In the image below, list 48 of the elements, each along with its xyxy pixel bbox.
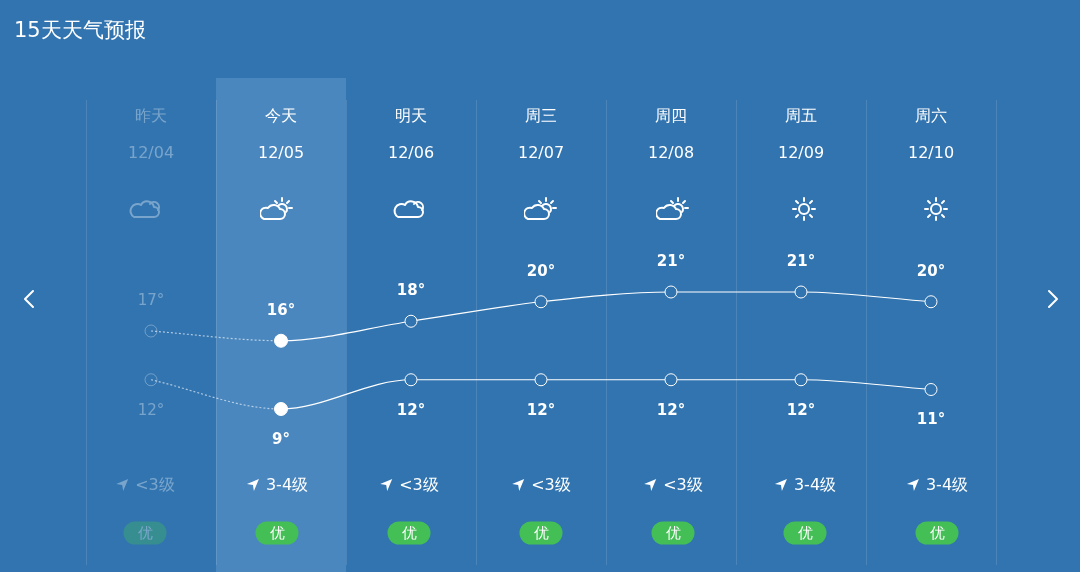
data-label: 12° (786, 400, 816, 419)
point (924, 383, 938, 396)
annotation: 优 (123, 521, 167, 545)
x-tick-label: 昨天 12/04 (127, 105, 175, 162)
chart-title: 15天天气预报 (14, 17, 146, 44)
annotation: 3-4级 (793, 474, 837, 496)
point (534, 373, 548, 387)
x-tick-label: 周五 12/09 (777, 105, 825, 162)
point (404, 314, 418, 328)
data-label: 20° (916, 261, 946, 280)
data-label: 9° (272, 429, 290, 448)
annotation: 优 (387, 521, 431, 545)
point (404, 373, 418, 387)
x-tick-label: 今天 12/05 (257, 105, 305, 162)
point (794, 285, 808, 299)
data-label: 21° (656, 251, 686, 270)
annotation: 优 (651, 521, 695, 545)
data-label: 21° (786, 251, 816, 270)
annotation: 3-4级 (265, 474, 309, 496)
data-label: 12° (396, 400, 426, 419)
data-label: 12° (526, 400, 556, 419)
point (274, 402, 288, 416)
annotation: 优 (915, 521, 959, 545)
annotation: 优 (783, 521, 827, 545)
data-label: 20° (526, 261, 556, 280)
data-label: 12° (137, 400, 165, 419)
data-label: 17° (137, 290, 165, 309)
annotation: <3级 (663, 474, 703, 496)
point (274, 333, 288, 348)
data-label: 18° (396, 281, 426, 300)
annotation: <3级 (531, 474, 571, 496)
annotation: <3级 (135, 474, 175, 496)
data-label: 11° (916, 410, 946, 429)
data-label: 16° (266, 300, 296, 319)
point (534, 295, 548, 309)
point (924, 295, 938, 309)
point (664, 373, 678, 387)
annotation: 优 (519, 521, 563, 545)
x-tick-label: 周三 12/07 (517, 105, 565, 162)
x-tick-label: 明天 12/06 (387, 105, 435, 162)
x-tick-label: 周四 12/08 (647, 105, 695, 162)
annotation: <3级 (399, 474, 439, 496)
point (664, 285, 678, 299)
data-label: 12° (656, 400, 686, 419)
point (794, 373, 808, 387)
annotation: 优 (255, 521, 299, 545)
x-tick-label: 周六 12/10 (907, 105, 955, 162)
annotation: 3-4级 (925, 474, 969, 496)
